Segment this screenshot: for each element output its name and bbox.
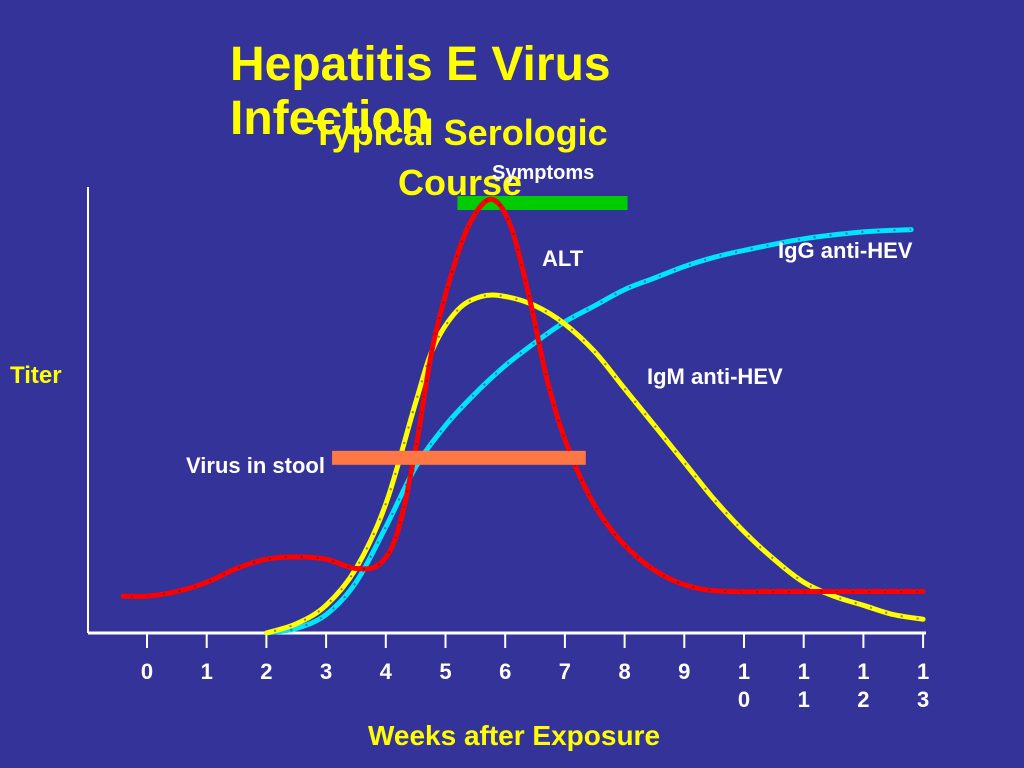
alt-curve [120,196,926,599]
alt-series-label: ALT [542,246,584,271]
igg-series-label: IgG anti-HEV [778,238,913,263]
x-tick-label: 1 [857,659,869,684]
x-tick-label: 2 [260,659,272,684]
x-tick-label: 0 [738,687,750,712]
igm-series-label: IgM anti-HEV [647,364,783,389]
x-tick-label: 4 [380,659,393,684]
x-tick-label: 1 [738,659,750,684]
x-tick-label: 1 [798,687,810,712]
series-layer [120,196,926,636]
x-tick-label: 2 [857,687,869,712]
symptoms-label: Symptoms [492,162,594,184]
x-tick-label: 3 [917,687,929,712]
x-axis-label: Weeks after Exposure [368,720,660,751]
x-tick-label: 9 [678,659,690,684]
x-tick-label: 5 [439,659,451,684]
x-tick-label: 1 [201,659,213,684]
x-tick-label: 0 [141,659,153,684]
x-tick-label: 8 [618,659,630,684]
virus-in-stool-bar [332,450,586,465]
igm-anti-hev-curve-dash [266,294,924,634]
x-tick-label: 1 [917,659,929,684]
x-tick-label: 7 [559,659,571,684]
y-axis-label: Titer [10,362,62,389]
virus-in-stool-label: Virus in stool [186,453,325,478]
x-tick-label: 1 [798,659,810,684]
bar-layer [332,450,586,465]
x-tick-label: 6 [499,659,511,684]
slide-title: Hepatitis E Virus Infection [230,38,611,145]
x-tick-label: 3 [320,659,332,684]
igg-anti-hev-curve [263,227,914,636]
